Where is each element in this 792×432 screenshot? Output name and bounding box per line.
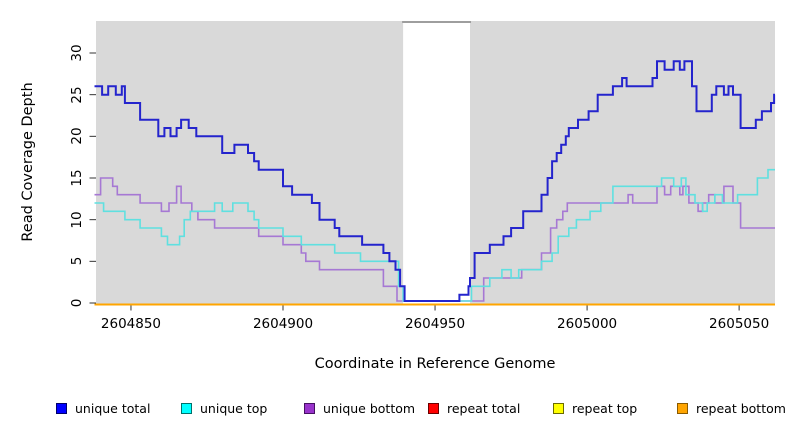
x-axis-title: Coordinate in Reference Genome — [314, 356, 556, 372]
legend-label: repeat top — [572, 401, 638, 416]
legend-swatch-icon — [304, 403, 315, 414]
legend-label: repeat bottom — [696, 401, 786, 416]
y-tick-label: 15 — [69, 169, 85, 187]
x-tick-label: 2604950 — [404, 316, 466, 332]
x-tick-label: 2604850 — [100, 316, 162, 332]
y-axis-title: Read Coverage Depth — [20, 82, 36, 242]
legend-item-unique-bottom: unique bottom — [304, 402, 415, 415]
legend-swatch-icon — [56, 403, 67, 414]
x-tick-label: 2604900 — [252, 316, 314, 332]
legend-swatch-icon — [181, 403, 192, 414]
y-tick-label: 0 — [69, 298, 85, 308]
legend-swatch-icon — [677, 403, 688, 414]
x-tick-label: 2605000 — [557, 316, 618, 332]
legend-label: unique bottom — [323, 401, 416, 416]
legend-label: repeat total — [447, 401, 521, 416]
legend-swatch-icon — [553, 403, 564, 414]
masked-region — [403, 23, 471, 304]
legend-item-unique-top: unique top — [181, 402, 267, 415]
y-tick-label: 20 — [69, 127, 85, 145]
y-tick-label: 5 — [69, 257, 85, 266]
legend-item-repeat-bottom: repeat bottom — [677, 402, 786, 415]
y-tick-label: 10 — [69, 211, 85, 229]
legend-label: unique top — [200, 401, 268, 416]
legend-label: unique total — [75, 401, 151, 416]
x-tick-label: 2605050 — [709, 316, 770, 332]
y-tick-label: 25 — [69, 86, 85, 104]
series-line-unique-top — [94, 168, 775, 302]
legend-item-repeat-top: repeat top — [553, 402, 637, 415]
series-line-unique-total — [94, 60, 776, 302]
legend-item-unique-total: unique total — [56, 402, 150, 415]
legend-item-repeat-total: repeat total — [428, 402, 520, 415]
legend-swatch-icon — [428, 403, 439, 414]
y-tick-label: 30 — [69, 44, 85, 62]
